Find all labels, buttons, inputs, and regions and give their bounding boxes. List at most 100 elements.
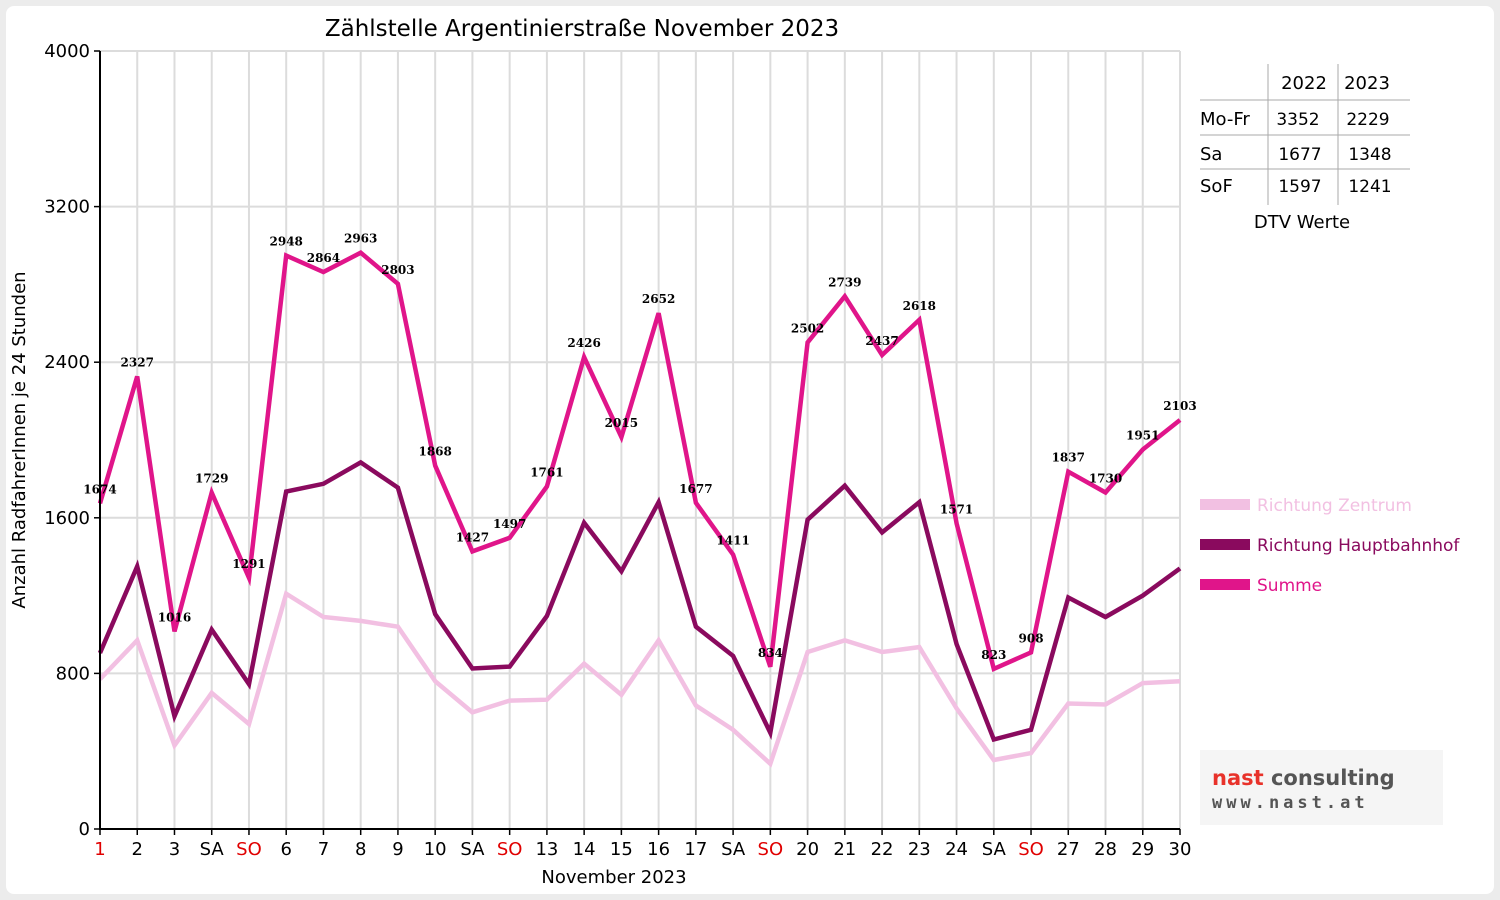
dtv-caption: DTV Werte <box>1254 212 1350 233</box>
data-label: 823 <box>981 648 1006 662</box>
dtv-row-label: Mo-Fr <box>1200 109 1250 130</box>
data-label: 1571 <box>940 502 973 516</box>
series-line-zentrum <box>98 590 1181 768</box>
data-label: 2327 <box>121 355 154 369</box>
data-label: 1411 <box>716 534 749 548</box>
x-tick-label: 2 <box>132 839 143 860</box>
series-line-summe <box>97 250 1182 673</box>
data-label: 834 <box>758 646 783 660</box>
x-tick-label: SA <box>460 839 485 860</box>
x-tick-label: 3 <box>169 839 180 860</box>
x-tick-label: 21 <box>833 839 856 860</box>
data-label: 2015 <box>605 416 638 430</box>
x-tick-label: 9 <box>392 839 403 860</box>
y-tick-label: 1600 <box>44 508 90 529</box>
legend-swatch <box>1200 579 1250 590</box>
dtv-row-label: SoF <box>1200 176 1233 197</box>
y-tick-label: 3200 <box>44 197 90 218</box>
data-label: 1761 <box>530 465 563 479</box>
data-label: 2652 <box>642 292 675 306</box>
grid <box>100 50 1181 829</box>
data-label: 2437 <box>865 334 898 348</box>
data-labels: 1674 2327 1016 1729 1291 2948 2864 2963 2803 1868… <box>83 232 1196 662</box>
data-label: 1730 <box>1089 472 1122 486</box>
dtv-cell: 1677 <box>1278 145 1321 165</box>
y-axis-title: Anzahl RadfahrerInnen je 24 Stunden <box>9 271 30 608</box>
y-tick-label: 0 <box>79 819 90 840</box>
x-tick-label: 28 <box>1094 839 1117 860</box>
data-label: 1497 <box>493 517 526 531</box>
x-tick-label: 17 <box>684 839 707 860</box>
x-tick-label: SO <box>236 839 262 860</box>
legend: Richtung Zentrum Richtung Hauptbahnhof Sum… <box>1200 496 1460 596</box>
data-label: 2948 <box>270 235 303 249</box>
dtv-cell: 2229 <box>1346 110 1389 130</box>
legend-label: Richtung Zentrum <box>1257 496 1412 516</box>
dtv-cell: 3352 <box>1276 110 1319 130</box>
x-tick-label: 1 <box>94 839 105 860</box>
y-tick-labels: 0 800 1600 2400 3200 4000 <box>44 41 90 840</box>
dtv-header-2022: 2022 <box>1281 73 1327 94</box>
data-label: 2103 <box>1163 399 1196 413</box>
dtv-cell: 1241 <box>1348 177 1391 197</box>
legend-label: Summe <box>1257 576 1322 596</box>
data-label: 1427 <box>456 530 489 544</box>
series-line-hauptbahnhof <box>97 459 1182 743</box>
legend-swatch <box>1200 499 1250 510</box>
data-label: 2502 <box>791 321 824 335</box>
x-tick-labels: 1 2 3 SA SO 6 7 8 9 10 SA SO 13 14 15 16 17 SA SO 20 21 22 23 2… <box>94 839 1191 860</box>
data-label: 1016 <box>158 610 191 624</box>
x-tick-label: 23 <box>908 839 931 860</box>
y-tick-label: 2400 <box>44 352 90 373</box>
x-tick-label: 7 <box>318 839 329 860</box>
x-tick-label: 13 <box>535 839 558 860</box>
x-tick-label: 29 <box>1131 839 1154 860</box>
x-tick-label: SA <box>721 839 746 860</box>
data-label: 2803 <box>381 263 414 277</box>
data-label: 2739 <box>828 275 861 289</box>
x-tick-label: 22 <box>871 839 894 860</box>
data-label: 1677 <box>679 482 712 496</box>
x-tick-label: 10 <box>424 839 447 860</box>
x-tick-label: 6 <box>280 839 291 860</box>
logo-url: www.nast.at <box>1212 793 1369 813</box>
x-tick-label: 15 <box>610 839 633 860</box>
logo-background <box>1200 750 1443 825</box>
data-label: 2618 <box>903 299 936 313</box>
x-tick-label: SO <box>1018 839 1044 860</box>
data-label: 1674 <box>83 482 116 496</box>
y-tick-label: 800 <box>56 663 90 684</box>
data-label: 2864 <box>307 251 340 265</box>
x-axis-title: November 2023 <box>541 867 686 888</box>
dtv-cell: 1597 <box>1278 177 1321 197</box>
dtv-row-label: Sa <box>1200 144 1222 165</box>
x-tick-label: SA <box>200 839 225 860</box>
x-tick-label: 20 <box>796 839 819 860</box>
chart-title: Zählstelle Argentinierstraße November 20… <box>325 16 839 42</box>
data-label: 2426 <box>567 336 600 350</box>
dtv-header-2023: 2023 <box>1344 73 1390 94</box>
data-label: 908 <box>1019 631 1044 645</box>
x-tick-label: 8 <box>355 839 366 860</box>
legend-swatch <box>1200 539 1250 550</box>
data-label: 1729 <box>195 472 228 486</box>
x-tick-label: 27 <box>1057 839 1080 860</box>
y-tick-label: 4000 <box>44 41 90 62</box>
dtv-table: 2022 2023 Mo-Fr 3352 2229 Sa 1677 1348 S… <box>1200 64 1410 233</box>
data-label: 1868 <box>418 445 451 459</box>
data-label: 1951 <box>1126 429 1159 443</box>
x-tick-label: 14 <box>573 839 596 860</box>
legend-label: Richtung Hauptbahnhof <box>1257 536 1460 556</box>
data-label: 2963 <box>344 232 377 246</box>
data-label: 1837 <box>1052 451 1085 465</box>
dtv-cell: 1348 <box>1348 145 1391 165</box>
x-tick-label: SA <box>982 839 1007 860</box>
x-tick-label: 16 <box>647 839 670 860</box>
data-label: 1291 <box>232 557 265 571</box>
x-tick-label: 30 <box>1169 839 1192 860</box>
x-tick-label: SO <box>758 839 784 860</box>
logo: nast consulting www.nast.at <box>1200 750 1443 825</box>
series-layer <box>97 250 1182 768</box>
logo-text: nast consulting <box>1212 766 1395 790</box>
